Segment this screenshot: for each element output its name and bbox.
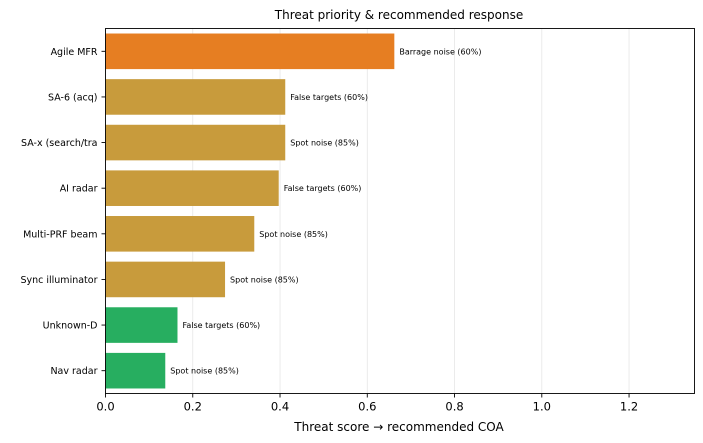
bar	[105, 307, 178, 343]
bar-layer: Barrage noise (60%) False targets (60%) Sp…	[105, 33, 481, 389]
x-tick-label: 1.2	[620, 400, 638, 414]
bar	[105, 352, 166, 389]
data-label: False targets (60%)	[284, 184, 362, 193]
y-tick-label: SA-6 (acq)	[48, 92, 97, 103]
y-tick-label: Unknown-D	[43, 321, 98, 332]
x-tick-label: 0.8	[445, 400, 463, 414]
bar	[105, 261, 226, 298]
bar	[105, 79, 286, 115]
y-tick-label: SA-x (search/tra	[21, 138, 97, 149]
chart-title: Threat priority & recommended response	[274, 8, 523, 22]
x-tick-label: 0.6	[358, 400, 376, 414]
data-label: False targets (60%)	[182, 321, 260, 330]
x-tick-label: 0.2	[184, 400, 202, 414]
data-label: Spot noise (85%)	[230, 275, 299, 284]
y-tick-label: Agile MFR	[51, 47, 98, 58]
y-tick-label: Sync illuminator	[20, 275, 97, 286]
bar	[105, 124, 286, 161]
y-tick-label: Nav radar	[50, 366, 97, 377]
data-label: Spot noise (85%)	[259, 230, 328, 239]
y-tick-layer: Agile MFR SA-6 (acq) SA-x (search/tra AI ra…	[20, 47, 106, 377]
bar	[105, 170, 279, 206]
x-axis-label: Threat score → recommended COA	[293, 420, 504, 434]
data-label: Spot noise (85%)	[290, 139, 359, 148]
bar	[105, 216, 255, 252]
x-tick-layer: 0.0 0.2 0.4 0.6 0.8 1.0 1.2	[96, 393, 638, 414]
plot-frame	[105, 28, 695, 394]
data-label: Barrage noise (60%)	[399, 47, 481, 56]
data-label: Spot noise (85%)	[170, 367, 239, 376]
bar	[105, 33, 395, 70]
x-tick-label: 0.4	[271, 400, 289, 414]
y-tick-label: Multi-PRF beam	[23, 229, 97, 240]
x-tick-label: 1.0	[533, 400, 551, 414]
data-label: False targets (60%)	[290, 93, 368, 102]
x-tick-label: 0.0	[96, 400, 114, 414]
y-tick-label: AI radar	[60, 184, 98, 195]
